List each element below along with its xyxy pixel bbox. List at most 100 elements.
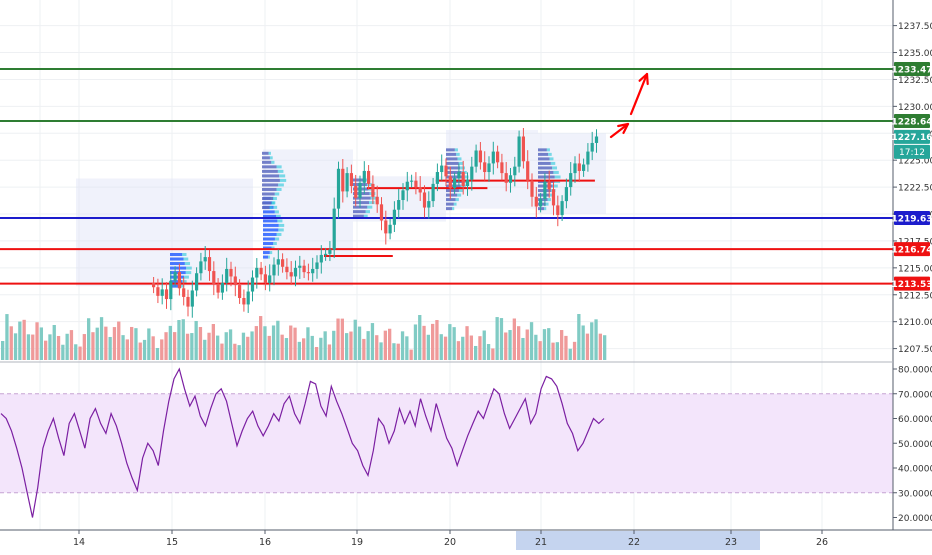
volume-bar — [152, 336, 155, 360]
profile-bar-up — [270, 251, 272, 254]
volume-bar — [44, 341, 47, 360]
rsi-tick-label: 30.0000 — [898, 489, 932, 499]
time-tick-label: 22 — [628, 537, 640, 548]
volume-bar — [319, 338, 322, 360]
volume-bar — [453, 327, 456, 360]
volume-bar — [491, 348, 494, 360]
candle[interactable] — [518, 131, 521, 173]
rsi-tick-label: 60.0000 — [898, 415, 932, 425]
volume-bar — [543, 329, 546, 360]
rsi-tick-label: 40.0000 — [898, 465, 932, 475]
profile-bar-up — [546, 203, 549, 206]
profile-bar — [262, 165, 277, 168]
price-tick-label: 1237.50 — [898, 22, 932, 32]
volume-bar — [551, 343, 554, 360]
time-tick-label: 15 — [166, 537, 178, 548]
level-tag-3: 1216.74 — [892, 242, 932, 256]
volume-bar — [268, 336, 271, 360]
volume-bar — [422, 326, 425, 360]
time-tick-label: 23 — [725, 537, 737, 548]
profile-bar-up — [275, 210, 279, 213]
volume-bar — [143, 340, 146, 360]
volume-bar — [508, 330, 511, 360]
price-tick-label: 1207.50 — [898, 345, 932, 355]
volume-bar — [332, 331, 335, 360]
profile-bar — [263, 224, 279, 227]
volume-bar — [276, 321, 279, 360]
volume-bar — [293, 328, 296, 360]
volume-bar — [74, 344, 77, 360]
volume-bar — [336, 319, 339, 360]
volume-bar — [345, 333, 348, 360]
volume-bar — [203, 340, 206, 360]
volume-bar — [470, 336, 473, 360]
profile-bar — [262, 152, 269, 155]
profile-bar — [446, 148, 455, 151]
volume-bar — [414, 324, 417, 360]
volume-bar — [238, 345, 241, 360]
volume-bar — [418, 315, 421, 360]
volume-bar — [384, 331, 387, 360]
volume-bar — [582, 325, 585, 360]
profile-bar-up — [278, 183, 284, 186]
rsi-tick-label: 20.0000 — [898, 514, 932, 524]
profile-bar-up — [369, 201, 375, 204]
volume-bar — [410, 350, 413, 360]
volume-bar — [504, 332, 507, 360]
level-tag-0-text: 1233.47 — [892, 65, 932, 75]
volume-bar — [478, 336, 481, 360]
profile-bar-up — [184, 276, 189, 279]
volume-bar — [35, 322, 38, 360]
volume-bar — [483, 330, 486, 360]
profile-bar — [170, 253, 182, 256]
profile-bar — [353, 210, 366, 213]
volume-bar — [349, 332, 352, 360]
volume-bar — [23, 320, 26, 360]
level-tag-4: 1213.53 — [892, 277, 932, 291]
volume-bar — [440, 334, 443, 360]
profile-bar — [538, 171, 553, 174]
profile-bar-up — [457, 194, 461, 197]
volume-bar — [14, 333, 17, 360]
profile-bar — [446, 189, 459, 192]
volume-bar — [586, 334, 589, 360]
profile-bar — [538, 153, 548, 156]
volume-bar — [126, 339, 129, 360]
profile-bar — [262, 174, 279, 177]
profile-bar-up — [548, 198, 551, 201]
profile-bar-up — [273, 242, 277, 245]
rsi-band-group — [0, 394, 893, 493]
volume-bar — [109, 337, 112, 360]
profile-bar — [538, 162, 551, 165]
profile-bar-up — [277, 165, 282, 168]
volume-bar — [487, 344, 490, 360]
profile-bar-up — [280, 179, 286, 182]
profile-bar-up — [279, 224, 285, 227]
profile-bar-up — [459, 162, 463, 165]
volume-bar — [289, 326, 292, 360]
volume-bar — [199, 327, 202, 360]
profile-bar — [263, 237, 275, 240]
profile-bar — [170, 267, 186, 270]
profile-bar-up — [271, 202, 274, 205]
volume-bar — [324, 331, 327, 360]
volume-bar — [91, 332, 94, 360]
volume-bar — [113, 327, 116, 360]
profile-bar-up — [270, 206, 273, 209]
profile-bar — [262, 156, 270, 159]
volume-bar — [186, 334, 189, 360]
profile-bar-up — [277, 233, 282, 236]
profile-bar — [263, 256, 268, 259]
profile-bar — [262, 192, 275, 195]
volume-bar — [220, 344, 223, 360]
volume-bar — [182, 319, 185, 360]
profile-bar-up — [454, 203, 457, 206]
volume-bar — [156, 348, 159, 360]
volume-bar — [534, 335, 537, 360]
volume-bar — [526, 330, 529, 360]
volume-bar — [190, 333, 193, 360]
volume-bar — [573, 342, 576, 360]
time-tick-label: 19 — [351, 537, 363, 548]
profile-bar — [263, 242, 273, 245]
